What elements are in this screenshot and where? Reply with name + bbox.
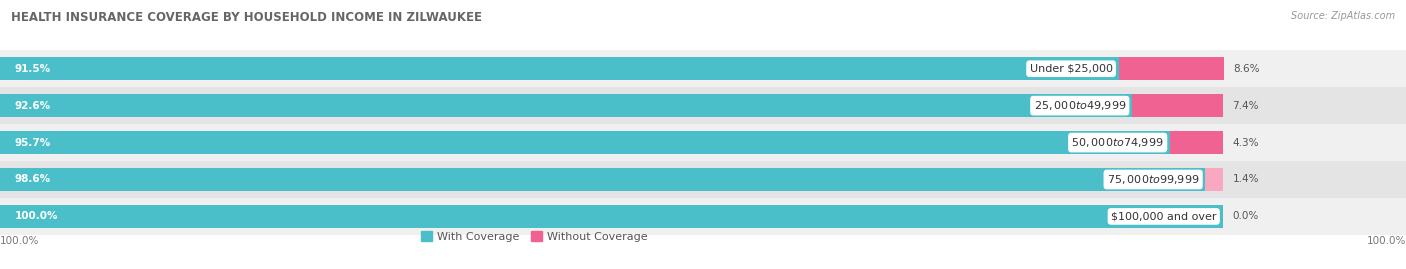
Text: 7.4%: 7.4% bbox=[1233, 101, 1258, 111]
Text: 98.6%: 98.6% bbox=[14, 175, 51, 185]
Text: Under $25,000: Under $25,000 bbox=[1029, 64, 1112, 74]
Bar bbox=[0, 124, 1406, 161]
Text: $75,000 to $99,999: $75,000 to $99,999 bbox=[1107, 173, 1199, 186]
Text: 1.4%: 1.4% bbox=[1233, 175, 1258, 185]
Bar bbox=[0, 168, 1205, 191]
Text: HEALTH INSURANCE COVERAGE BY HOUSEHOLD INCOME IN ZILWAUKEE: HEALTH INSURANCE COVERAGE BY HOUSEHOLD I… bbox=[11, 11, 482, 24]
Legend: With Coverage, Without Coverage: With Coverage, Without Coverage bbox=[416, 227, 652, 246]
Bar bbox=[1132, 94, 1223, 117]
Bar bbox=[0, 50, 1406, 87]
Text: Source: ZipAtlas.com: Source: ZipAtlas.com bbox=[1291, 11, 1395, 21]
Bar bbox=[0, 94, 1132, 117]
Bar bbox=[0, 57, 1119, 80]
Text: 92.6%: 92.6% bbox=[14, 101, 51, 111]
Text: $50,000 to $74,999: $50,000 to $74,999 bbox=[1071, 136, 1164, 149]
Bar bbox=[0, 161, 1406, 198]
Text: 91.5%: 91.5% bbox=[14, 64, 51, 74]
Bar bbox=[1119, 57, 1223, 80]
Bar bbox=[1170, 131, 1223, 154]
Text: 100.0%: 100.0% bbox=[1367, 236, 1406, 246]
Text: $25,000 to $49,999: $25,000 to $49,999 bbox=[1033, 99, 1126, 112]
Bar bbox=[0, 205, 1223, 228]
Bar bbox=[1205, 168, 1223, 191]
Text: 100.0%: 100.0% bbox=[14, 211, 58, 221]
Text: $100,000 and over: $100,000 and over bbox=[1111, 211, 1216, 221]
Text: 100.0%: 100.0% bbox=[0, 236, 39, 246]
Bar bbox=[0, 198, 1406, 235]
Bar bbox=[0, 87, 1406, 124]
Text: 4.3%: 4.3% bbox=[1233, 137, 1258, 148]
Text: 8.6%: 8.6% bbox=[1233, 64, 1260, 74]
Bar bbox=[0, 131, 1170, 154]
Text: 95.7%: 95.7% bbox=[14, 137, 51, 148]
Text: 0.0%: 0.0% bbox=[1233, 211, 1258, 221]
